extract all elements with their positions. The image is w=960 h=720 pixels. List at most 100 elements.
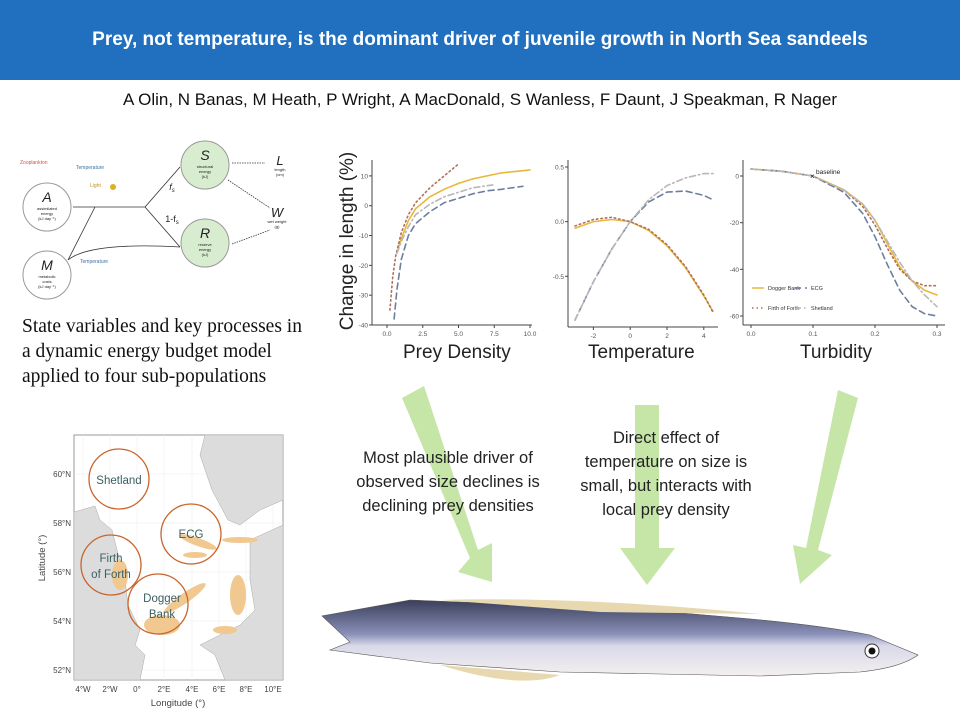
diagram-caption: State variables and key processes in a d…	[22, 316, 302, 387]
annotation-prey: Most plausible driver of observed size d…	[356, 449, 540, 515]
map-ytick: 54°N	[53, 617, 71, 626]
legend-label: Dogger Bank	[768, 286, 800, 292]
y-tick-label: -30	[359, 293, 369, 300]
y-tick-label: -20	[359, 263, 369, 270]
map-ylabel: Latitude (°)	[37, 535, 48, 582]
node-l-label: (cm)	[276, 172, 285, 177]
map-ytick: 52°N	[53, 666, 71, 675]
node-a-label: assimilated	[37, 206, 57, 211]
x-tick-label: 2	[665, 333, 669, 340]
map-ytick: 58°N	[53, 519, 71, 528]
y-tick-label: 0.5	[555, 165, 564, 172]
series-line-ecg	[750, 168, 938, 317]
legend-label: Firth of Forth	[768, 306, 799, 312]
fs-label: fs	[169, 182, 175, 194]
arrow-temperature	[620, 405, 675, 585]
baseline-marker: ×	[810, 172, 815, 181]
arrow-prey	[402, 386, 492, 582]
x-tick-label: 0.0	[382, 331, 391, 338]
anal-fin	[440, 665, 560, 681]
y-tick-label: -10	[359, 233, 369, 240]
x-tick-label: 0	[628, 333, 632, 340]
node-a-symbol: A	[41, 189, 51, 205]
x-tick-label: 10.0	[524, 331, 537, 338]
node-m-label: metabolic	[38, 274, 55, 279]
x-tick-label: -2	[591, 333, 597, 340]
annotation-temperature: Direct effect of temperature on size is …	[580, 429, 752, 519]
y-tick-label: -40	[730, 267, 740, 274]
region-label-dogger: Dogger	[143, 593, 181, 605]
region-circle-firth-of-forth	[80, 534, 142, 596]
legend-label: Shetland	[811, 306, 833, 312]
sandeel-grounds	[112, 534, 258, 635]
node-w-label: wet weight	[268, 219, 288, 224]
region-circle-dogger-bank	[127, 573, 189, 635]
driver-light: Light	[90, 183, 101, 189]
series-line-firth-of-forth	[574, 216, 714, 314]
x-tick-label: 0.1	[808, 331, 817, 338]
sun-icon	[110, 184, 116, 190]
series-line-ecg	[393, 185, 524, 320]
y-tick-label: -60	[730, 314, 740, 321]
map-xtick: 0°	[133, 685, 141, 694]
x-tick-label: 0.0	[746, 331, 755, 338]
region-label-ecg: ECG	[179, 529, 204, 541]
series-line-dogger-bank	[397, 169, 531, 249]
y-tick-label: -0.5	[553, 274, 565, 281]
series-line-shetland	[750, 168, 938, 308]
series-line-firth-of-forth	[389, 163, 460, 311]
y-tick-label: 0.0	[555, 219, 564, 226]
x-axis-title-temperature: Temperature	[588, 342, 695, 363]
study-map: Shetland ECG Firth of Forth Dogger Bank …	[37, 434, 284, 709]
map-ytick: 60°N	[53, 470, 71, 479]
x-tick-label: 4	[702, 333, 706, 340]
map-xtick: 8°E	[240, 685, 253, 694]
map-ytick: 56°N	[53, 568, 71, 577]
node-w-symbol: W	[271, 205, 285, 220]
node-m-symbol: M	[41, 257, 53, 273]
map-xtick: 4°E	[186, 685, 199, 694]
arrow-turbidity	[793, 390, 858, 584]
y-tick-label: 0	[364, 203, 368, 210]
x-tick-label: 2.5	[418, 331, 427, 338]
x-axis-title-prey: Prey Density	[403, 342, 511, 363]
driver-zooplankton: Zooplankton	[20, 160, 48, 166]
node-m-label: (kJ day⁻¹)	[38, 284, 56, 289]
node-s-label: structural	[197, 164, 214, 169]
one-minus-fs-label: 1-fs	[165, 214, 179, 226]
map-xtick: 2°E	[158, 685, 171, 694]
node-l-label: length	[275, 167, 286, 172]
y-tick-label: 0	[735, 174, 739, 181]
fish-pupil	[868, 647, 876, 655]
fish-body	[321, 599, 919, 677]
y-tick-label: -20	[730, 220, 740, 227]
node-r-label: (kJ)	[202, 252, 209, 257]
dorsal-fin	[440, 599, 760, 614]
x-tick-label: 7.5	[490, 331, 499, 338]
region-label-bank: Bank	[149, 609, 175, 621]
driver-temperature: Temperature	[76, 165, 104, 171]
node-m-label: costs	[42, 279, 51, 284]
node-r-label: reserve	[198, 242, 212, 247]
region-label-shetland: Shetland	[96, 475, 141, 487]
baseline-label: baseline	[816, 169, 841, 176]
poster-title: Prey, not temperature, is the dominant d…	[92, 29, 868, 50]
map-xtick: 6°E	[213, 685, 226, 694]
node-a-label: (kJ day⁻¹)	[38, 216, 56, 221]
node-a-label: energy	[41, 211, 53, 216]
region-label-of-forth: of Forth	[91, 569, 131, 581]
series-line-shetland	[574, 172, 714, 321]
node-r-symbol: R	[200, 225, 210, 241]
node-s-label: (kJ)	[202, 174, 209, 179]
map-xlabel: Longitude (°)	[151, 698, 206, 709]
authors: A Olin, N Banas, M Heath, P Wright, A Ma…	[123, 90, 837, 109]
x-tick-label: 0.3	[932, 331, 941, 338]
node-s-symbol: S	[200, 147, 210, 163]
node-r-label: energy	[199, 247, 211, 252]
series-line-shetland	[396, 184, 494, 255]
region-label-firth: Firth	[100, 553, 123, 565]
land	[73, 434, 284, 681]
series-line-firth-of-forth	[750, 168, 938, 287]
x-tick-label: 0.2	[870, 331, 879, 338]
